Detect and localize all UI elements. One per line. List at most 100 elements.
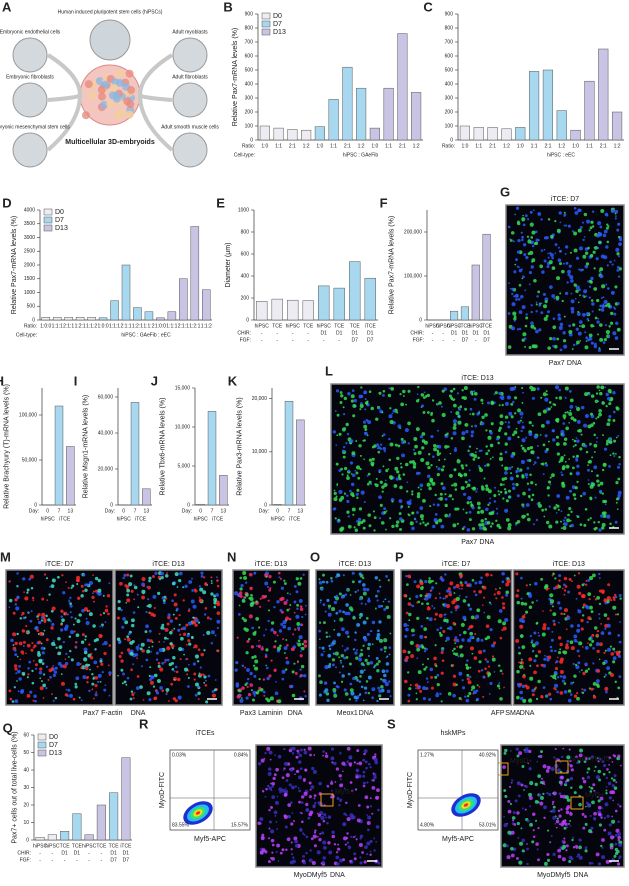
nucleus: [266, 746, 271, 751]
nucleus: [355, 775, 359, 779]
nucleus: [362, 587, 367, 592]
nucleus: [318, 837, 322, 842]
y-tick-label: 60,000: [98, 394, 114, 400]
nucleus: [469, 445, 472, 448]
nucleus: [471, 527, 476, 531]
nucleus: [468, 518, 472, 522]
nucleus: [517, 298, 521, 301]
nucleus: [455, 638, 460, 643]
nucleus: [590, 394, 595, 398]
nucleus: [197, 621, 201, 624]
nucleus: [374, 607, 377, 610]
nucleus: [200, 652, 204, 657]
nucleus: [533, 327, 537, 330]
nucleus: [328, 645, 331, 648]
nucleus: [124, 638, 127, 641]
nucleus: [525, 610, 529, 614]
nucleus: [102, 643, 105, 646]
nucleus: [482, 649, 486, 653]
nucleus: [407, 624, 409, 627]
nucleus: [476, 608, 481, 613]
nucleus: [590, 482, 596, 487]
nucleus: [359, 598, 362, 600]
callout-box: [320, 793, 334, 807]
y-axis-label: Relative Pax7-mRNA levels (%): [232, 28, 239, 126]
nucleus: [26, 591, 29, 594]
nucleus: [98, 634, 103, 639]
nucleus: [559, 606, 563, 610]
nucleus: [569, 640, 574, 645]
nucleus: [338, 432, 342, 436]
nucleus: [141, 577, 146, 582]
nucleus: [171, 581, 176, 586]
nucleus: [318, 621, 322, 624]
nucleus: [515, 474, 519, 478]
nucleus: [399, 485, 403, 490]
nucleus: [511, 326, 516, 331]
nucleus: [589, 412, 594, 416]
nucleus: [348, 698, 352, 701]
bar: [349, 261, 361, 321]
x-row-label: CHIR:: [17, 850, 31, 856]
x-tick-label: hiPSC: [33, 843, 48, 849]
y-tick-label: 100: [445, 123, 454, 129]
nucleus: [540, 249, 544, 252]
nucleus: [459, 405, 463, 409]
nucleus: [276, 828, 279, 831]
nucleus: [50, 626, 54, 630]
nucleus: [328, 850, 333, 855]
nucleus: [510, 847, 514, 851]
nucleus: [493, 593, 496, 596]
nucleus: [187, 621, 192, 626]
nucleus: [504, 471, 508, 475]
nucleus: [550, 835, 553, 838]
nucleus: [31, 669, 34, 673]
nucleus: [339, 858, 343, 863]
nucleus: [303, 791, 308, 796]
nucleus: [416, 657, 419, 660]
x-row-label: FGF:: [413, 337, 424, 343]
nucleus: [563, 576, 568, 581]
nucleus: [285, 616, 289, 621]
nucleus: [478, 580, 483, 585]
nucleus: [518, 266, 520, 269]
nucleus: [483, 477, 486, 480]
nucleus: [425, 648, 429, 651]
nucleus: [14, 603, 18, 606]
nucleus: [26, 693, 31, 698]
legend-word: Laminin: [258, 710, 283, 717]
nucleus: [52, 699, 55, 702]
x-tick-label: 13: [221, 508, 227, 514]
nucleus: [411, 634, 414, 637]
nucleus: [567, 224, 571, 228]
nucleus: [530, 265, 535, 269]
nucleus: [377, 629, 380, 633]
nucleus: [608, 796, 612, 800]
nucleus: [511, 292, 514, 295]
nucleus: [593, 521, 596, 524]
nucleus: [547, 252, 549, 255]
nucleus: [279, 597, 283, 602]
nucleus: [417, 385, 420, 389]
nucleus: [474, 581, 478, 585]
y-axis-label: Relative Brachyury (T)-mRNA levels (%): [3, 384, 10, 509]
nucleus: [552, 572, 555, 576]
nucleus: [362, 519, 366, 523]
nucleus: [508, 489, 512, 493]
nucleus: [247, 692, 252, 697]
nucleus: [342, 412, 346, 416]
nucleus: [344, 611, 348, 616]
nucleus: [465, 698, 470, 703]
nucleus: [120, 651, 124, 655]
nucleus: [461, 679, 464, 682]
callout-label: Myf5+: [335, 789, 354, 796]
nucleus: [338, 774, 342, 778]
nucleus: [204, 607, 208, 610]
nucleus: [402, 473, 406, 476]
nucleus: [103, 688, 107, 692]
nucleus: [85, 663, 89, 668]
nucleus: [141, 665, 144, 668]
nucleus: [481, 487, 485, 491]
nucleus: [584, 345, 589, 350]
nucleus: [422, 498, 426, 503]
